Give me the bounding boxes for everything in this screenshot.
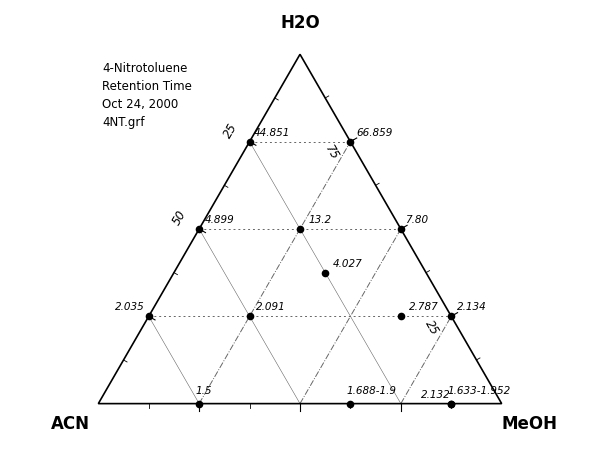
Text: 2.787: 2.787 xyxy=(409,302,439,312)
Text: 25: 25 xyxy=(221,121,240,140)
Text: ACN: ACN xyxy=(50,415,89,433)
Text: 1.633-1.952: 1.633-1.952 xyxy=(447,386,511,397)
Text: 7.80: 7.80 xyxy=(405,215,428,225)
Text: H2O: H2O xyxy=(280,14,320,32)
Text: 44.851: 44.851 xyxy=(254,128,290,137)
Text: 1.5: 1.5 xyxy=(195,386,212,397)
Text: 1.688-1.9: 1.688-1.9 xyxy=(346,386,397,397)
Text: 2.134: 2.134 xyxy=(457,302,487,312)
Text: 13.2: 13.2 xyxy=(308,215,331,225)
Text: MeOH: MeOH xyxy=(502,415,558,433)
Text: 2.091: 2.091 xyxy=(256,302,286,312)
Text: 25: 25 xyxy=(422,318,442,337)
Text: 50: 50 xyxy=(170,208,190,227)
Text: 75: 75 xyxy=(322,143,341,163)
Text: 66.859: 66.859 xyxy=(356,128,393,137)
Text: 4.027: 4.027 xyxy=(333,259,363,268)
Text: 2.035: 2.035 xyxy=(115,302,144,312)
Text: 2.132: 2.132 xyxy=(421,390,451,399)
Text: 4-Nitrotoluene
Retention Time
Oct 24, 2000
4NT.grf: 4-Nitrotoluene Retention Time Oct 24, 20… xyxy=(103,62,192,130)
Text: 4.899: 4.899 xyxy=(205,215,235,225)
